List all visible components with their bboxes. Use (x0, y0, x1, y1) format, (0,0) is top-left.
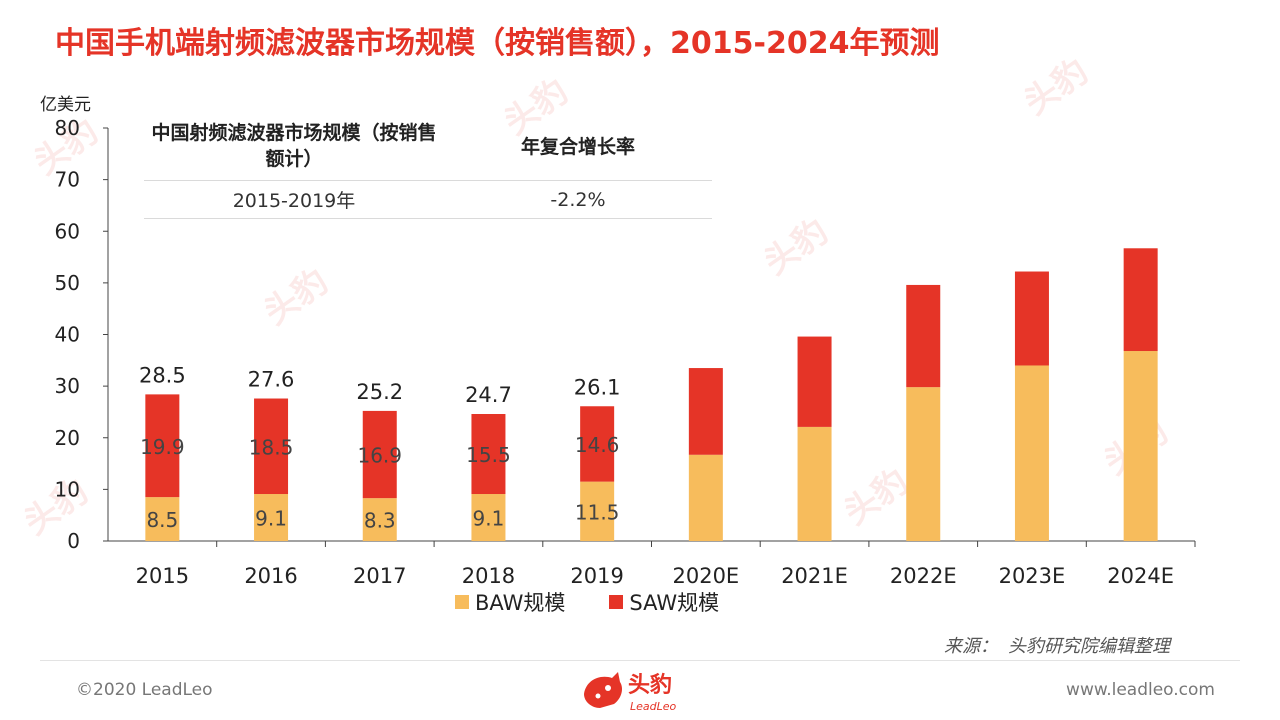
x-tick-label: 2021E (781, 564, 848, 588)
copyright-text: ©2020 LeadLeo (76, 680, 213, 700)
x-tick-label: 2018 (462, 564, 515, 588)
x-tick-label: 2016 (244, 564, 297, 588)
cagr-table: 中国射频滤波器市场规模（按销售额计） 年复合增长率 2015-2019年 -2.… (144, 118, 712, 219)
bar-baw (580, 481, 615, 541)
y-tick-label: 0 (67, 529, 80, 553)
cagr-period: 2015-2019年 (232, 190, 356, 212)
x-tick-label: 2015 (136, 564, 189, 588)
bar-saw (688, 368, 723, 455)
bar-baw (471, 494, 506, 541)
bar-baw (1014, 365, 1049, 541)
legend-swatch-baw (455, 595, 469, 609)
y-tick-label: 80 (55, 116, 80, 140)
logo-subtext: LeadLeo (630, 700, 677, 713)
stacked-bar-chart: 0 10 20 30 40 50 60 70 80 2015 8.5 19.9 28.5 2016 9.1 1… (55, 116, 1196, 588)
y-tick-label: 10 (55, 477, 80, 501)
bar-baw (797, 426, 832, 541)
data-label-saw: 19.9 (140, 435, 185, 459)
y-tick-label: 70 (55, 168, 80, 192)
data-label-total: 27.6 (248, 368, 295, 392)
chart-legend: BAW规模 SAW规模 (455, 587, 719, 617)
legend-swatch-saw (609, 595, 624, 609)
data-label-baw: 11.5 (575, 500, 620, 524)
cagr-table-row: 2015-2019年 -2.2% (144, 181, 712, 219)
x-tick-label: 2019 (570, 564, 623, 588)
source-text: 头豹研究院编辑整理 (1008, 636, 1170, 657)
legend-item-saw: SAW规模 (609, 587, 719, 617)
leopard-logo-icon (584, 672, 622, 708)
y-tick-label: 40 (55, 323, 80, 347)
data-label-total: 24.7 (465, 383, 512, 407)
y-tick-label: 60 (55, 219, 80, 243)
x-tick-label: 2017 (353, 564, 406, 588)
bar-saw (1123, 248, 1158, 352)
data-label-baw: 9.1 (255, 507, 287, 531)
data-label-saw: 16.9 (357, 444, 402, 468)
x-tick-label: 2020E (672, 564, 739, 588)
data-label-baw: 8.3 (364, 509, 396, 533)
legend-label-saw: SAW规模 (629, 591, 720, 615)
footer-divider (40, 660, 1240, 661)
data-label-saw: 15.5 (466, 443, 511, 467)
x-tick-label: 2023E (999, 564, 1066, 588)
bar-saw (145, 394, 180, 498)
cagr-table-header: 中国射频滤波器市场规模（按销售额计） 年复合增长率 (144, 118, 712, 181)
bar-saw (471, 414, 506, 495)
bar-saw (1014, 271, 1049, 366)
source-label: 来源： (944, 636, 998, 657)
data-label-total: 28.5 (139, 363, 186, 387)
data-label-saw: 18.5 (249, 435, 294, 459)
bar-baw (688, 454, 723, 541)
bar-baw (906, 387, 941, 541)
website-link[interactable]: www.leadleo.com (1066, 680, 1215, 700)
y-tick-label: 30 (55, 374, 80, 398)
data-label-saw: 14.6 (575, 433, 620, 457)
x-tick-label: 2022E (890, 564, 957, 588)
bar-baw (145, 497, 180, 541)
bar-saw (254, 398, 289, 495)
page-title: 中国手机端射频滤波器市场规模（按销售额），2015-2024年预测 (55, 26, 940, 61)
y-axis-unit-label: 亿美元 (40, 95, 91, 115)
bar-baw (362, 498, 397, 541)
y-tick-label: 50 (55, 271, 80, 295)
bar-saw (580, 406, 615, 482)
legend-item-baw: BAW规模 (455, 587, 565, 617)
legend-label-baw: BAW规模 (475, 591, 566, 615)
data-label-baw: 8.5 (146, 508, 178, 532)
data-label-total: 26.1 (574, 375, 621, 399)
data-label-baw: 9.1 (473, 507, 505, 531)
bar-saw (906, 284, 941, 388)
leadleo-logo: 头豹 LeadLeo (584, 672, 677, 713)
bar-saw (797, 336, 832, 427)
data-label-total: 25.2 (356, 380, 403, 404)
x-tick-label: 2024E (1107, 564, 1174, 588)
cagr-value: -2.2% (550, 188, 606, 211)
cagr-header-rate: 年复合增长率 (520, 136, 635, 158)
bar-baw (1123, 351, 1158, 541)
source-note: 来源： 头豹研究院编辑整理 (944, 632, 1170, 658)
logo-text: 头豹 (628, 672, 672, 698)
cagr-header-market: 中国射频滤波器市场规模（按销售额计） (151, 122, 437, 170)
bar-saw (362, 410, 397, 499)
bar-baw (254, 494, 289, 541)
y-tick-label: 20 (55, 426, 80, 450)
